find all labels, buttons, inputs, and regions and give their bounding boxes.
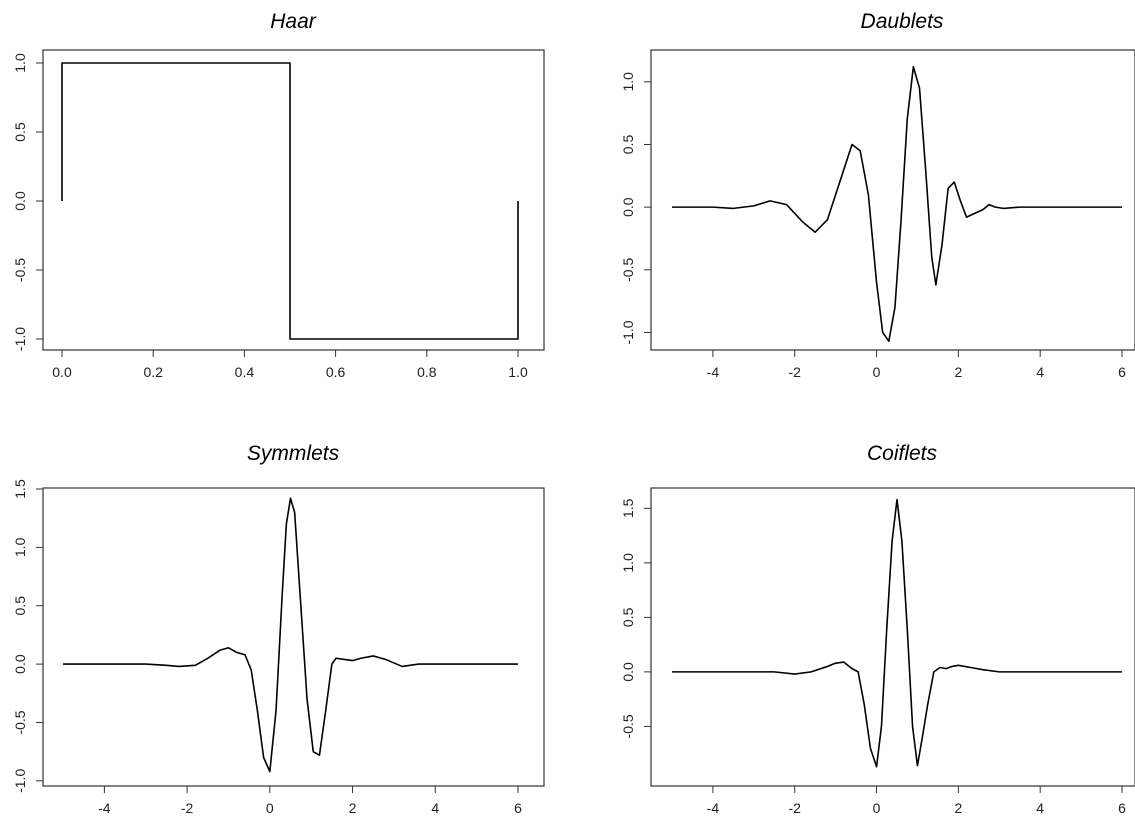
y-tick-label: 1.0 bbox=[12, 53, 28, 73]
x-tick-label: -2 bbox=[789, 800, 802, 816]
x-tick-label: 0.6 bbox=[326, 364, 346, 380]
chart-canvas: -4 -2 0 2 4 6 -1.0 -0.5 0.0 0.5 1.0 1.5 bbox=[12, 479, 545, 816]
y-tick-label: 1.5 bbox=[12, 479, 28, 499]
x-tick-label: 6 bbox=[1118, 800, 1126, 816]
y-tick-label: 0.5 bbox=[12, 596, 28, 616]
chart-title: Haar bbox=[270, 10, 316, 33]
x-tick-label: 6 bbox=[1118, 364, 1126, 380]
x-tick-label: -4 bbox=[707, 800, 720, 816]
x-tick-label: 0.8 bbox=[417, 364, 437, 380]
plot-frame bbox=[650, 49, 1135, 351]
chart-title: Daublets bbox=[860, 10, 944, 33]
y-tick-label: -0.5 bbox=[620, 714, 636, 738]
y-tick-label: 0.0 bbox=[620, 662, 636, 682]
chart-title: Symmlets bbox=[246, 442, 340, 465]
x-tick-label: -4 bbox=[707, 364, 720, 380]
chart-panel-coiflets: Coiflets -4 -2 0 2 4 6 -0.5 0.0 0.5 1.0 1.5 bbox=[567, 413, 1135, 826]
x-tick-label: 2 bbox=[954, 364, 962, 380]
x-tick-label: 0 bbox=[873, 364, 881, 380]
x-tick-label: 0.0 bbox=[52, 364, 72, 380]
y-tick-label: 0.5 bbox=[620, 607, 636, 627]
y-tick-label: -1.0 bbox=[12, 769, 28, 793]
y-tick-label: 0.5 bbox=[12, 122, 28, 142]
y-tick-label: 1.5 bbox=[620, 498, 636, 518]
x-tick-label: 6 bbox=[514, 800, 522, 816]
chart-canvas: -4 -2 0 2 4 6 -0.5 0.0 0.5 1.0 1.5 bbox=[620, 487, 1135, 816]
x-tick-label: -4 bbox=[98, 800, 111, 816]
x-tick-label: 4 bbox=[1036, 364, 1044, 380]
series-line bbox=[61, 62, 519, 340]
y-tick-label: 0.0 bbox=[12, 191, 28, 211]
y-tick-label: 0.0 bbox=[620, 197, 636, 217]
chart-panel-haar: Haar 0.0 0.2 0.4 0.6 0.8 1.0 -1.0 -0.5 0.0 0.5 1.0 bbox=[0, 0, 567, 413]
y-tick-label: -0.5 bbox=[12, 258, 28, 282]
chart-panel-symmlets: Symmlets -4 -2 0 2 4 6 -1.0 -0.5 0.0 0.5 1.0 1.5 bbox=[0, 413, 567, 826]
y-tick-label: 1.0 bbox=[620, 553, 636, 573]
y-tick-label: -1.0 bbox=[12, 327, 28, 351]
x-tick-label: -2 bbox=[181, 800, 194, 816]
x-tick-label: 0.2 bbox=[143, 364, 163, 380]
x-tick-label: 0.4 bbox=[235, 364, 255, 380]
y-tick-label: 1.0 bbox=[12, 537, 28, 557]
x-tick-label: 0 bbox=[873, 800, 881, 816]
plot-frame bbox=[650, 487, 1135, 787]
x-tick-label: 4 bbox=[431, 800, 439, 816]
chart-canvas: -4 -2 0 2 4 6 -1.0 -0.5 0.0 0.5 1.0 bbox=[620, 49, 1135, 380]
y-tick-label: -0.5 bbox=[620, 258, 636, 282]
chart-panel-daublets: Daublets -4 -2 0 2 4 6 -1.0 -0.5 0.0 0.5 1.0 bbox=[567, 0, 1135, 413]
x-tick-label: 2 bbox=[954, 800, 962, 816]
chart-title: Coiflets bbox=[866, 442, 938, 465]
x-tick-label: 1.0 bbox=[508, 364, 528, 380]
y-tick-label: -1.0 bbox=[620, 320, 636, 344]
series-line bbox=[672, 65, 1122, 343]
series-line bbox=[63, 497, 518, 773]
x-tick-label: 0 bbox=[266, 800, 274, 816]
y-tick-label: 0.0 bbox=[12, 654, 28, 674]
y-tick-label: -0.5 bbox=[12, 710, 28, 734]
x-tick-label: 2 bbox=[349, 800, 357, 816]
plot-frame bbox=[42, 49, 545, 351]
y-tick-label: 0.5 bbox=[620, 135, 636, 155]
series-line bbox=[672, 498, 1122, 768]
y-tick-label: 1.0 bbox=[620, 72, 636, 92]
x-tick-label: -2 bbox=[789, 364, 802, 380]
chart-canvas: 0.0 0.2 0.4 0.6 0.8 1.0 -1.0 -0.5 0.0 0.5 1.0 bbox=[12, 49, 545, 380]
x-tick-label: 4 bbox=[1036, 800, 1044, 816]
plot-frame bbox=[42, 487, 545, 787]
